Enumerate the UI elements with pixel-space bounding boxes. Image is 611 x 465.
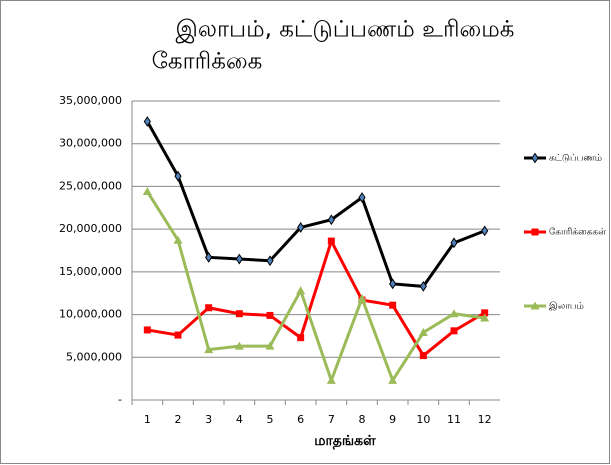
x-axis-label: மாதங்கள் <box>314 433 376 450</box>
x-tick-label: 11 <box>447 413 461 426</box>
legend-marker <box>530 301 540 310</box>
data-point <box>297 334 305 342</box>
y-tick-label: 25,000,000 <box>59 179 122 192</box>
y-tick-label: - <box>118 393 122 406</box>
data-point <box>266 255 274 267</box>
y-tick-label: 10,000,000 <box>59 308 122 321</box>
data-point <box>449 309 459 318</box>
data-point <box>450 327 458 335</box>
series-line <box>146 120 486 288</box>
data-point <box>143 326 151 334</box>
data-point <box>205 251 213 263</box>
series-line <box>147 237 486 358</box>
data-point <box>389 278 397 290</box>
x-tick-label: 8 <box>359 413 366 426</box>
x-tick-label: 10 <box>416 413 430 426</box>
series-line <box>146 190 485 385</box>
x-tick-label: 7 <box>328 413 335 426</box>
data-point <box>357 293 367 302</box>
data-point <box>174 331 182 339</box>
data-point <box>327 214 335 226</box>
data-point <box>204 345 214 354</box>
data-point <box>419 352 427 360</box>
data-point <box>481 225 489 237</box>
data-point <box>450 237 458 249</box>
legend-label: கட்டுப்பணம் <box>549 154 602 164</box>
data-point <box>358 192 366 203</box>
legend-marker <box>531 228 539 236</box>
y-tick-label: 20,000,000 <box>59 222 122 235</box>
x-tick-label: 9 <box>389 413 396 426</box>
y-tick-label: 15,000,000 <box>59 265 122 278</box>
legend-label: கோரிக்கைகள் <box>549 228 607 238</box>
data-point <box>143 116 151 127</box>
data-point <box>389 301 397 309</box>
data-point <box>481 309 489 317</box>
x-tick-label: 6 <box>297 413 304 426</box>
y-tick-label: 30,000,000 <box>59 137 122 150</box>
data-point <box>173 235 183 244</box>
data-point <box>205 304 213 312</box>
data-point <box>235 253 243 265</box>
data-point <box>327 237 335 245</box>
data-point <box>297 222 305 233</box>
x-tick-label: 5 <box>267 413 274 426</box>
data-point <box>174 170 182 182</box>
data-point <box>326 375 336 384</box>
data-point <box>419 280 427 292</box>
x-tick-label: 2 <box>175 413 182 426</box>
data-point <box>388 375 398 384</box>
chart-title: கோரிக்கை <box>152 49 263 75</box>
legend-label: இலாபம் <box>549 302 584 312</box>
legend-marker <box>531 152 539 164</box>
data-point <box>234 341 244 350</box>
data-point <box>480 313 490 322</box>
data-point <box>296 286 306 295</box>
x-tick-label: 1 <box>144 413 151 426</box>
x-tick-label: 4 <box>236 413 243 426</box>
x-tick-label: 3 <box>205 413 212 426</box>
data-point <box>142 187 152 196</box>
data-point <box>418 328 428 337</box>
data-point <box>266 311 274 319</box>
chart-title: இலாபம், கட்டுப்பணம் உரிமைக் <box>176 17 515 44</box>
data-point <box>235 310 243 318</box>
y-tick-label: 35,000,000 <box>59 94 122 107</box>
data-point <box>265 341 275 350</box>
x-tick-label: 12 <box>478 413 492 426</box>
y-tick-label: 5,000,000 <box>66 350 122 363</box>
